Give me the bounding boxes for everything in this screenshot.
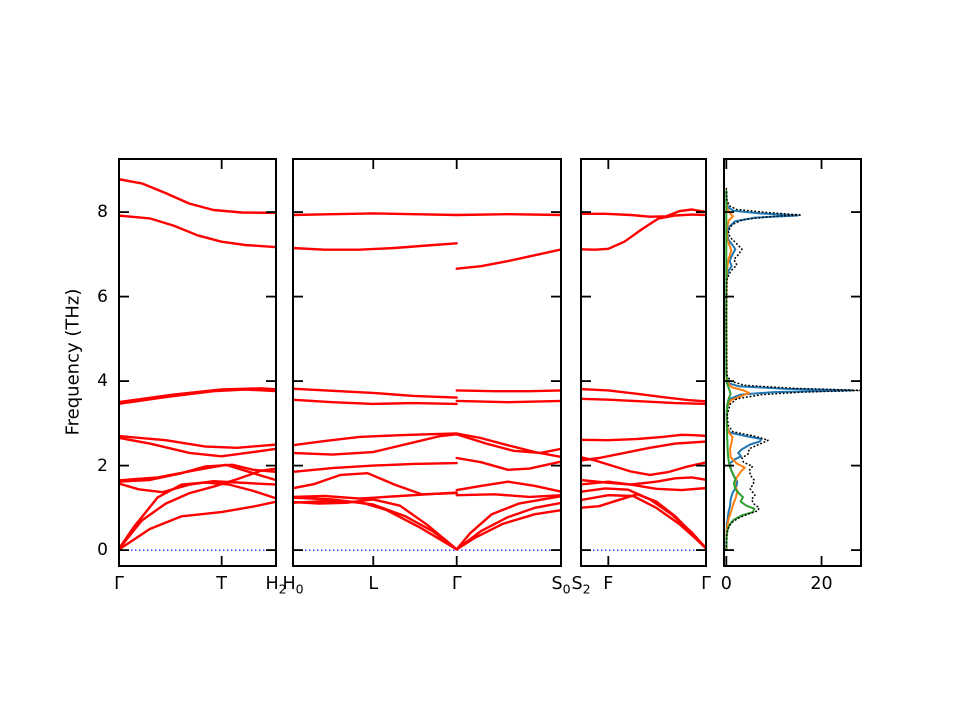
total-dos-curve [725, 185, 862, 551]
phonon-band [292, 387, 458, 399]
phonon-band [118, 463, 277, 482]
x-tick-label-0: 0 [696, 574, 756, 594]
x-tick-label-S0: S0 [531, 574, 591, 600]
x-tick-subscript: 0 [295, 581, 304, 597]
phonon-band [118, 467, 277, 552]
phonon-band [292, 398, 458, 406]
phonon-band [118, 387, 277, 404]
phonon-band [580, 440, 707, 462]
x-tick-label-H2: H2 [246, 574, 306, 600]
y-tick-label-6: 6 [97, 286, 108, 307]
y-tick-label-8: 8 [97, 202, 108, 223]
phonon-band [580, 387, 707, 403]
phonon-band [292, 496, 458, 551]
phonon-band [292, 498, 458, 551]
x-tick-text: H [265, 574, 279, 594]
pdos-element-2-curve [725, 198, 751, 552]
phonon-band [455, 508, 562, 551]
phonon-band [580, 208, 707, 218]
phonon-band [292, 212, 562, 217]
band-segment-2-plot [292, 158, 562, 567]
axes-frame [580, 158, 707, 567]
band-segment-3 [580, 158, 707, 567]
x-tick-text: Γ [114, 574, 124, 594]
phonon-band [580, 213, 707, 251]
phonon-band [455, 501, 562, 551]
x-tick-label-S2: S2 [551, 574, 611, 600]
band-segment-1 [118, 158, 277, 567]
x-tick-label-F: F [578, 574, 638, 594]
phonon-band [292, 432, 562, 459]
phonon-band [292, 499, 458, 551]
phonon-band [580, 480, 707, 492]
phonon-band [118, 214, 277, 249]
phonon-band [580, 455, 707, 477]
pdos-element-3-curve [725, 190, 756, 552]
pdos-element-1-curve [725, 190, 854, 552]
x-tick-label-H0: H0 [263, 574, 323, 600]
phonon-band [292, 461, 458, 474]
y-axis-label: Frequency (THz) [62, 288, 84, 436]
phonon-band [292, 433, 562, 456]
phonon-band [455, 480, 562, 493]
phonon-band [292, 491, 458, 500]
axes-frame [723, 158, 862, 567]
band-segment-3-plot [580, 158, 707, 567]
phonon-band [292, 242, 458, 251]
x-tick-label-L: L [343, 574, 403, 594]
phonon-band [118, 480, 277, 494]
band-segment-2 [292, 158, 562, 567]
phonon-band [580, 397, 707, 406]
x-tick-text: 0 [720, 574, 732, 594]
phonon-band [118, 481, 277, 552]
x-tick-text: T [216, 574, 227, 594]
axes-frame [292, 158, 562, 567]
phonon-band [580, 433, 707, 442]
y-tick-label-0: 0 [97, 540, 108, 561]
phonon-band [118, 434, 277, 449]
dos-panel-plot [723, 158, 862, 567]
x-tick-label-Γ: Γ [89, 574, 149, 594]
phonon-band [580, 494, 707, 551]
x-tick-label-T: T [192, 574, 252, 594]
band-segment-1-plot [118, 158, 277, 567]
x-tick-label-20: 20 [792, 574, 852, 594]
x-tick-subscript: 0 [562, 581, 571, 597]
phonon-band [455, 493, 562, 499]
phonon-band [118, 177, 277, 215]
x-tick-text: S [551, 574, 563, 594]
x-tick-subscript: 2 [278, 581, 287, 597]
x-tick-text: H [282, 574, 296, 594]
phonon-band [455, 456, 562, 471]
x-tick-text: Γ [701, 574, 711, 594]
phonon-band [118, 436, 277, 458]
y-tick-label-2: 2 [97, 455, 108, 476]
phonon-band [455, 494, 562, 551]
x-tick-text: L [368, 574, 379, 594]
x-tick-text: Γ [451, 574, 462, 594]
x-tick-text: S [571, 574, 583, 594]
x-tick-text: 20 [810, 574, 833, 594]
phonon-band [455, 248, 562, 270]
phonon-band [455, 399, 562, 404]
dos-panel [723, 158, 862, 567]
x-tick-label-Γ: Γ [427, 574, 487, 594]
axes-frame [118, 158, 277, 567]
phonon-band [455, 389, 562, 393]
x-tick-subscript: 2 [582, 581, 591, 597]
x-tick-text: F [603, 574, 614, 594]
phonon-band [292, 472, 458, 496]
x-tick-label-Γ: Γ [676, 574, 736, 594]
phonon-band [580, 493, 707, 551]
phonon-band [118, 463, 277, 483]
y-tick-label-4: 4 [97, 371, 108, 392]
phonon-band [118, 500, 277, 552]
